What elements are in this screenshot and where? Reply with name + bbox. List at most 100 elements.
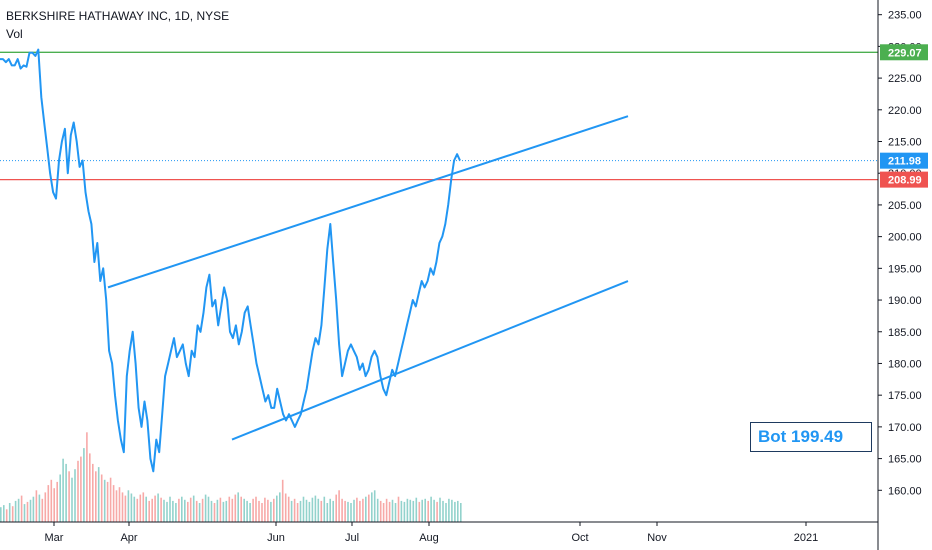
volume-bar — [373, 490, 376, 522]
volume-bar — [35, 490, 38, 522]
volume-bar — [222, 501, 225, 522]
volume-bar — [445, 503, 447, 522]
volume-bar — [201, 498, 204, 522]
x-tick-label: 2021 — [794, 532, 818, 544]
volume-bar — [166, 501, 168, 522]
volume-bar — [53, 488, 55, 522]
volume-bar — [92, 463, 94, 522]
volume-label: Vol — [6, 27, 23, 41]
volume-bar — [237, 492, 239, 522]
volume-bar — [130, 493, 133, 522]
volume-bar — [353, 499, 355, 522]
volume-bar — [365, 496, 367, 522]
volume-bar — [249, 503, 251, 522]
volume-bar — [329, 498, 331, 522]
x-tick-label: Aug — [419, 532, 439, 544]
volume-bar — [32, 496, 35, 522]
y-tick-label: 235.00 — [888, 10, 922, 22]
price-tag-label: 211.98 — [888, 156, 921, 168]
y-tick-label: 215.00 — [888, 137, 922, 149]
volume-bar — [115, 490, 118, 522]
volume-bar — [71, 477, 73, 522]
volume-bar — [145, 496, 147, 522]
volume-bar — [44, 492, 47, 522]
volume-bar — [270, 501, 272, 522]
volume-bar — [216, 499, 219, 522]
volume-bar — [198, 503, 201, 522]
volume-bar — [213, 503, 216, 522]
volume-bar — [97, 467, 100, 522]
volume-bar — [293, 498, 296, 522]
volume-bar — [267, 499, 269, 522]
trend-line-channel-bottom — [231, 280, 629, 441]
volume-bar — [421, 499, 423, 522]
volume-bar — [74, 469, 76, 522]
volume-bar — [157, 493, 159, 522]
volume-bar — [273, 498, 275, 522]
volume-bar — [323, 496, 326, 522]
volume-bar — [169, 496, 171, 522]
volume-bar — [0, 507, 2, 522]
volume-bar — [20, 495, 23, 522]
trend-lines — [107, 115, 629, 441]
volume-bar — [62, 458, 64, 522]
volume-bar — [341, 498, 343, 522]
volume-bar — [219, 497, 222, 522]
volume-bar — [124, 495, 127, 522]
y-tick-label: 205.00 — [888, 200, 922, 212]
volume-bar — [112, 485, 115, 522]
volume-bar — [430, 496, 432, 522]
volume-bar — [326, 503, 329, 522]
annotation-box: Bot 199.49 — [750, 422, 872, 452]
volume-bar — [281, 479, 284, 522]
volume-bar — [409, 499, 412, 522]
volume-bar — [350, 503, 352, 522]
x-tick-label: Jun — [267, 532, 285, 544]
volume-bar — [305, 499, 308, 522]
volume-bar — [106, 481, 109, 522]
volume-bar — [83, 448, 85, 522]
volume-bar — [287, 496, 290, 522]
volume-bar — [23, 504, 26, 522]
volume-bar — [460, 503, 462, 522]
volume-bar — [207, 496, 210, 522]
volume-bar — [376, 498, 379, 522]
volume-bar — [118, 487, 121, 522]
volume-bar — [26, 501, 29, 522]
volume-bar — [234, 494, 237, 522]
price-tag — [880, 171, 928, 188]
volume-bar — [80, 456, 82, 522]
volume-bar — [163, 499, 165, 522]
price-tag-label: 208.99 — [888, 175, 922, 187]
volume-bar — [17, 498, 20, 522]
volume-bar — [178, 498, 180, 522]
volume-bar — [11, 506, 14, 522]
volume-bar — [439, 497, 441, 522]
y-tick-label: 160.00 — [888, 485, 922, 497]
volume-bar — [246, 500, 248, 522]
volume-bar — [189, 497, 192, 522]
volume-bar — [311, 497, 314, 522]
volume-bar — [385, 498, 388, 522]
x-tick-label: Nov — [647, 532, 667, 544]
y-tick-label: 170.00 — [888, 422, 922, 434]
volume-bar — [457, 500, 459, 522]
volume-bar — [121, 492, 124, 522]
price-tag-label: 229.07 — [888, 47, 922, 59]
volume-bar — [100, 474, 103, 522]
volume-bar — [59, 474, 61, 522]
y-tick-label: 220.00 — [888, 105, 922, 117]
y-tick-label: 165.00 — [888, 454, 922, 466]
price-line — [0, 48, 461, 473]
trend-line-channel-top — [107, 115, 629, 289]
y-tick-label: 175.00 — [888, 390, 922, 402]
volume-bar — [86, 432, 88, 522]
volume-bar — [29, 499, 32, 522]
volume-bar — [151, 498, 153, 522]
horizontal-levels — [0, 51, 878, 181]
volume-bar — [56, 481, 58, 522]
volume-bar — [335, 494, 337, 522]
volume-bar — [195, 500, 198, 522]
volume-bar — [424, 498, 426, 522]
